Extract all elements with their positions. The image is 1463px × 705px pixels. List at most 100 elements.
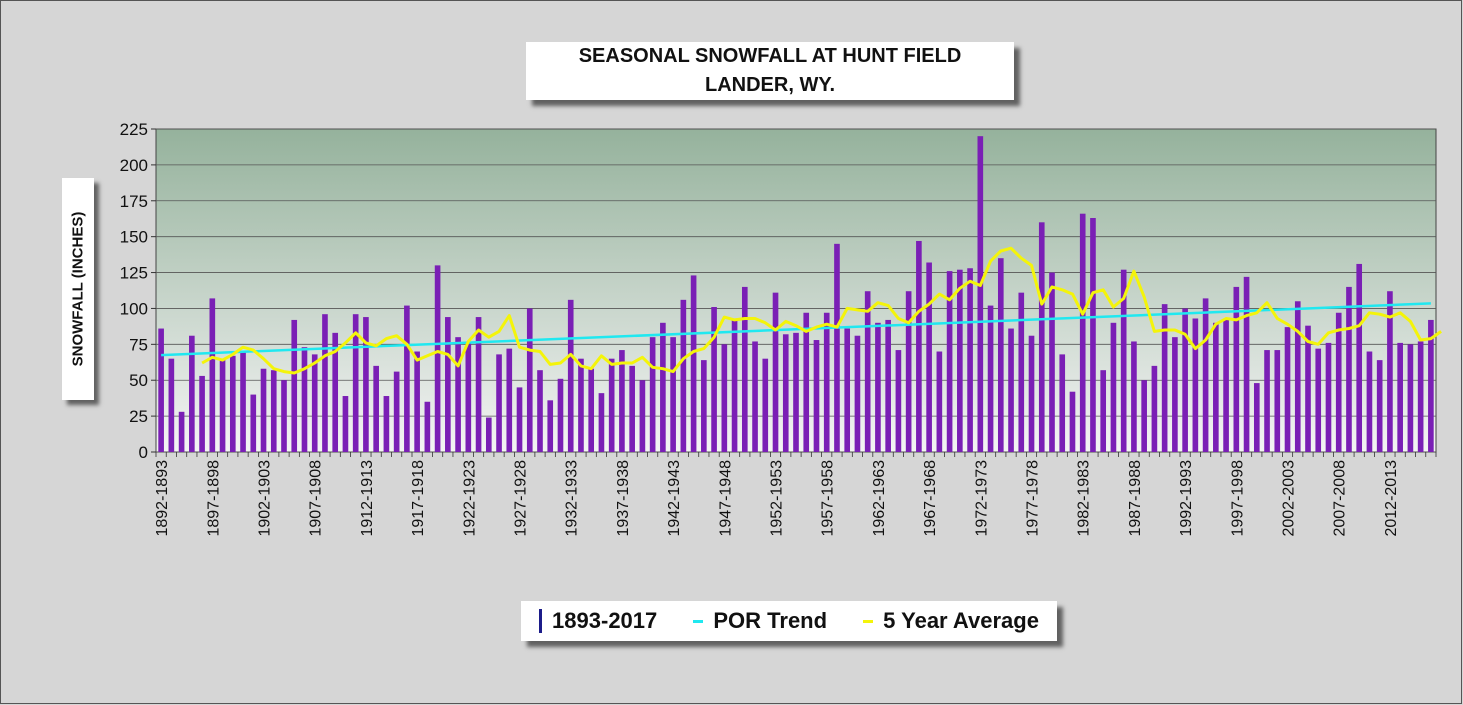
bar xyxy=(1141,380,1147,452)
legend-item-trend: POR Trend xyxy=(693,608,827,634)
bar xyxy=(1376,360,1383,452)
bar xyxy=(1120,269,1127,452)
bar xyxy=(219,358,226,452)
x-tick-label: 1902-1903 xyxy=(257,460,274,537)
bar xyxy=(1264,350,1270,452)
x-tick-label: 1982-1983 xyxy=(1076,460,1093,537)
bar xyxy=(782,334,789,452)
x-tick-label: 1897-1898 xyxy=(205,460,222,537)
x-tick-label: 1952-1953 xyxy=(769,460,786,537)
bar xyxy=(1090,218,1096,452)
bar xyxy=(373,365,379,452)
bar xyxy=(445,317,451,452)
bar xyxy=(721,344,728,452)
bar xyxy=(670,337,676,452)
bar xyxy=(813,340,820,452)
bar xyxy=(701,360,707,452)
bar xyxy=(834,243,840,452)
x-tick-label: 1997-1998 xyxy=(1229,460,1246,537)
y-tick-label: 125 xyxy=(120,264,148,283)
bar xyxy=(393,371,400,452)
bar xyxy=(178,411,185,452)
legend-key-average xyxy=(863,619,874,623)
bar xyxy=(619,350,625,452)
legend-key-bars xyxy=(539,609,543,633)
bar xyxy=(588,368,595,452)
x-tick-label: 2002-2003 xyxy=(1281,460,1298,537)
trend-line xyxy=(161,302,1431,357)
bar xyxy=(1028,335,1035,452)
x-tick-label: 1962-1963 xyxy=(871,460,888,537)
bar xyxy=(1428,319,1434,452)
y-tick-label: 150 xyxy=(120,228,148,247)
y-axis-label: SNOWFALL (INCHES) xyxy=(69,211,87,367)
legend-item-bars: 1893-2017 xyxy=(539,608,657,634)
bar xyxy=(1346,286,1352,452)
legend-label-bars: 1893-2017 xyxy=(552,608,658,633)
bar-series xyxy=(158,136,1434,452)
bar xyxy=(1397,342,1403,452)
bar xyxy=(1243,276,1250,452)
x-tick-label: 1912-1913 xyxy=(359,460,376,537)
y-tick-label: 175 xyxy=(120,192,148,211)
bar xyxy=(189,335,195,452)
bar xyxy=(1253,383,1260,452)
bar xyxy=(281,380,287,452)
bar xyxy=(537,370,543,452)
x-tick-label: 1907-1908 xyxy=(308,460,325,537)
x-tick-label: 1987-1988 xyxy=(1127,460,1144,537)
bar xyxy=(957,269,963,452)
bar xyxy=(639,380,646,452)
y-tick-label: 100 xyxy=(120,299,148,318)
bar xyxy=(332,332,339,452)
bar xyxy=(1294,301,1301,452)
bar xyxy=(997,258,1004,452)
bar xyxy=(363,317,369,452)
bar xyxy=(936,351,943,452)
legend-label-average: 5 Year Average xyxy=(883,608,1039,633)
bar xyxy=(1038,222,1045,452)
bar xyxy=(1161,304,1168,452)
bar xyxy=(1305,325,1311,452)
bar xyxy=(1192,318,1199,452)
x-tick-label: 1932-1933 xyxy=(564,460,581,537)
x-tick-label: 1972-1973 xyxy=(973,460,990,537)
bar xyxy=(1284,327,1291,452)
bar xyxy=(1131,341,1137,452)
bar xyxy=(424,401,431,452)
bar xyxy=(793,332,799,452)
bar xyxy=(1018,292,1025,452)
x-tick-label: 1947-1948 xyxy=(717,460,734,537)
bar xyxy=(608,358,615,452)
legend-key-trend xyxy=(693,619,704,623)
bar xyxy=(383,396,390,452)
bar xyxy=(1325,342,1332,452)
bar xyxy=(1213,322,1219,452)
bar xyxy=(557,378,564,452)
bar xyxy=(404,305,410,452)
bar xyxy=(1356,263,1363,452)
bar xyxy=(475,317,482,452)
bar xyxy=(864,291,871,452)
bar xyxy=(496,354,502,452)
bar xyxy=(322,314,328,452)
bar xyxy=(516,387,523,452)
x-tick-label: 1937-1938 xyxy=(615,460,632,537)
x-tick-label: 1892-1893 xyxy=(154,460,171,537)
bar xyxy=(1274,350,1281,452)
legend: 1893-2017 POR Trend 5 Year Average xyxy=(521,601,1057,641)
x-tick-label: 2007-2008 xyxy=(1332,460,1349,537)
bar xyxy=(567,299,574,452)
bar xyxy=(844,328,851,452)
bar xyxy=(1069,391,1076,452)
bar xyxy=(926,262,932,452)
title-line-2: LANDER, WY. xyxy=(705,74,835,96)
bar xyxy=(1110,322,1117,452)
bar xyxy=(250,394,257,452)
bar xyxy=(649,337,656,452)
bar xyxy=(680,299,687,452)
bar xyxy=(1182,308,1188,452)
bar xyxy=(967,268,973,452)
